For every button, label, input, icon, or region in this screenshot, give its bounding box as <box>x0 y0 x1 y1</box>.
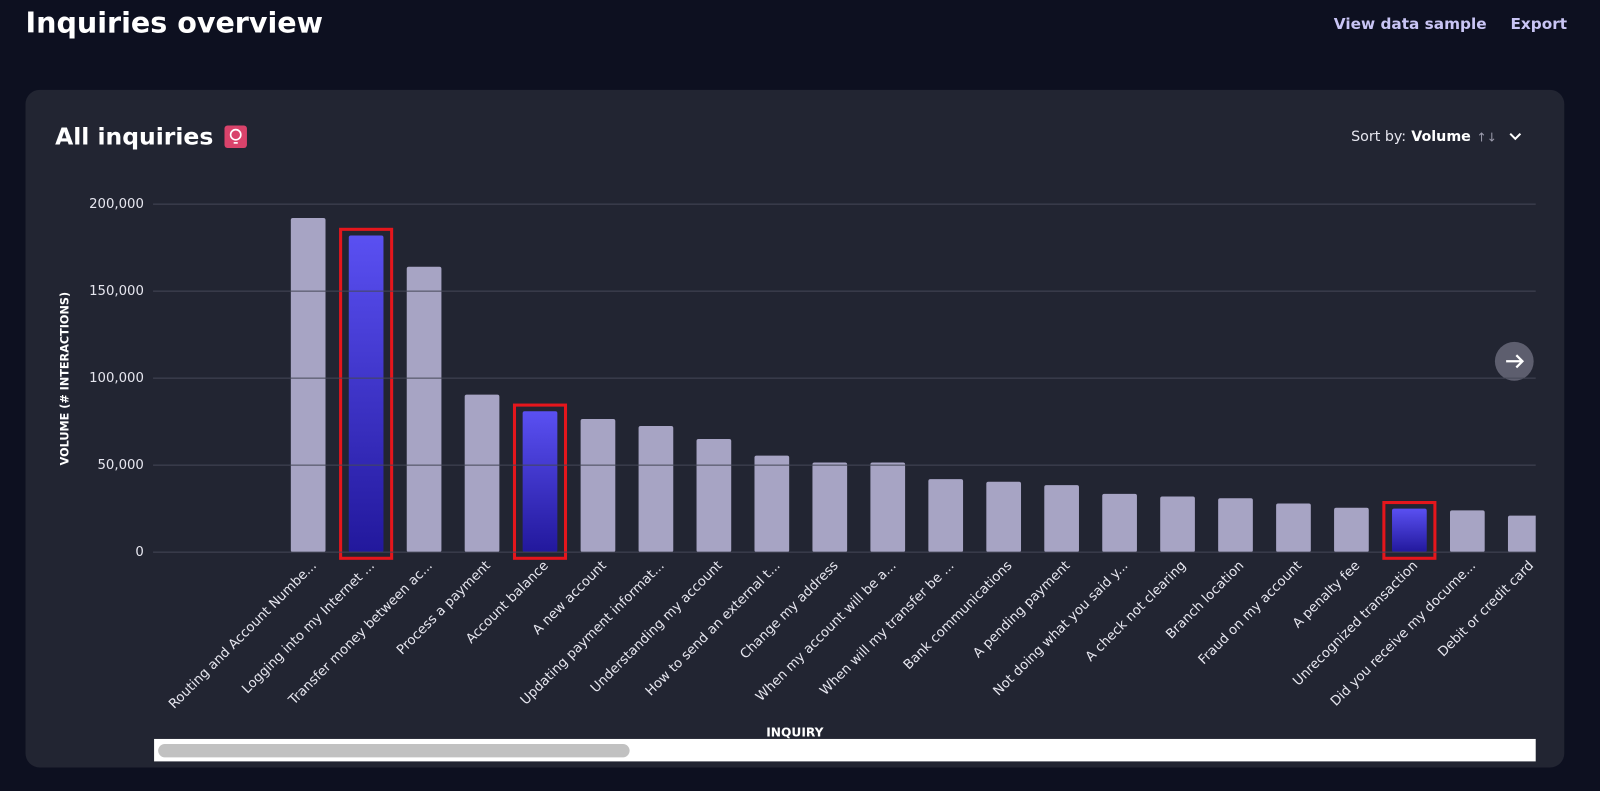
y-tick-label: 100,000 <box>89 371 144 386</box>
export-link[interactable]: Export <box>1510 15 1567 33</box>
bar <box>812 462 848 553</box>
bar <box>1160 496 1195 553</box>
bar <box>928 479 964 553</box>
view-data-sample-link[interactable]: View data sample <box>1334 15 1487 33</box>
bar <box>870 462 906 553</box>
sort-dropdown-icon[interactable] <box>1509 132 1522 141</box>
x-axis-label: INQUIRY <box>766 725 823 739</box>
y-axis-label: VOLUME (# INTERACTIONS) <box>58 292 71 465</box>
bar <box>522 411 558 553</box>
bar <box>406 266 442 553</box>
highlight-box <box>1382 501 1437 560</box>
page-title: Inquiries overview <box>26 5 324 39</box>
bar <box>1044 485 1079 553</box>
bar <box>290 218 326 553</box>
sort-value[interactable]: Volume <box>1411 129 1471 145</box>
bar <box>1276 503 1311 553</box>
bar <box>464 394 500 553</box>
scroll-right-button[interactable] <box>1494 341 1534 381</box>
insight-icon[interactable] <box>224 125 247 148</box>
bar <box>1507 515 1536 553</box>
highlight-box <box>512 403 568 560</box>
bar <box>348 235 384 553</box>
card-title: All inquiries <box>55 122 213 150</box>
bar <box>696 439 732 553</box>
bar <box>1102 493 1137 553</box>
y-tick-label: 150,000 <box>89 284 144 299</box>
y-tick-label: 0 <box>135 545 143 560</box>
bar <box>1334 507 1369 553</box>
bar <box>986 481 1022 553</box>
scrollbar-thumb[interactable] <box>158 744 630 758</box>
y-tick-label: 200,000 <box>89 197 144 212</box>
bar <box>638 426 674 553</box>
bar <box>1450 510 1485 553</box>
y-tick-label: 50,000 <box>98 458 144 473</box>
bar <box>1392 508 1427 553</box>
bar <box>580 419 616 553</box>
bar <box>1218 498 1253 553</box>
highlight-box <box>339 227 394 560</box>
card <box>25 89 1565 768</box>
bar <box>754 455 790 553</box>
sort-direction-icon[interactable]: ↑↓ <box>1476 130 1497 144</box>
sort-label: Sort by: <box>1351 129 1406 145</box>
